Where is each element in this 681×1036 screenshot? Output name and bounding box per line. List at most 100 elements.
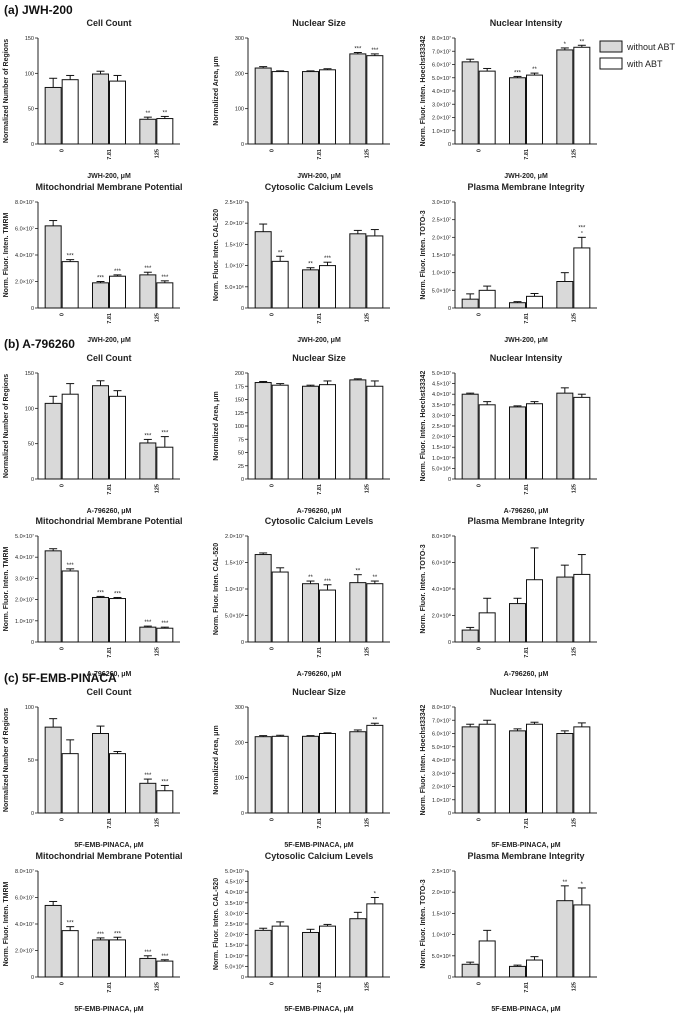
y-tick-label: 4.0×10⁷ (432, 88, 451, 95)
y-tick-label: 75 (238, 437, 244, 443)
x-tick-label: 0 (477, 313, 483, 316)
x-tick-label: 125 (154, 484, 160, 493)
significance-label: *** (324, 579, 332, 585)
bar (556, 281, 574, 309)
bar (509, 302, 526, 309)
x-tick-label: 0 (477, 982, 483, 985)
significance-label: *** (371, 48, 379, 54)
x-tick-label: 0 (477, 647, 483, 650)
y-tick-label: 1.0×10⁷ (225, 263, 244, 270)
x-axis-label: A-796260, μM (504, 508, 549, 515)
bar (526, 295, 543, 309)
x-tick-label: 125 (364, 982, 370, 991)
x-axis-label: 5F-EMB-PINACA, μM (284, 842, 353, 849)
bar (556, 392, 574, 480)
y-tick-label: 4.0×10⁷ (15, 554, 34, 561)
y-tick-label: 0 (448, 306, 451, 312)
bar (139, 274, 157, 309)
bar (319, 925, 336, 978)
bar (573, 904, 591, 978)
bar (44, 904, 62, 978)
bar (556, 900, 574, 978)
y-tick-label: 0 (448, 811, 451, 817)
chart-title: Cell Count (87, 18, 132, 28)
chart-title: Nuclear Size (292, 353, 346, 363)
bar (349, 582, 367, 643)
x-tick-label: 7.81 (524, 818, 530, 829)
bar (478, 70, 496, 145)
chart-panel: Cytosolic Calcium Levels 0 5.0×10⁶ 1.0×10⁷ 1… (213, 516, 390, 678)
y-tick-label: 5.0×10⁶ (225, 284, 244, 291)
chart-panel: Nuclear Size 0 25 50 75 100 125 150 175 200 Normal… (213, 353, 390, 515)
bar (302, 71, 319, 145)
y-tick-label: 3.5×10⁷ (432, 402, 451, 409)
chart-title: Plasma Membrane Integrity (467, 182, 584, 192)
bar (478, 404, 496, 480)
x-tick-label: 0 (60, 484, 66, 487)
x-tick-label: 7.81 (107, 484, 113, 495)
y-axis-label: Normalized Area, μm (213, 725, 220, 794)
x-tick-label: 7.81 (107, 647, 113, 658)
y-tick-label: 1.0×10⁷ (15, 618, 34, 625)
bar (349, 379, 367, 480)
x-tick-label: 125 (364, 149, 370, 158)
y-tick-label: 0 (241, 477, 244, 483)
bar (366, 724, 384, 814)
bar (302, 583, 319, 643)
y-tick-label: 2.0×10⁷ (15, 279, 34, 286)
y-tick-label: 100 (25, 406, 34, 412)
y-tick-label: 3.0×10⁷ (432, 412, 451, 419)
y-axis-label: Norm. Fluor. Inten. CAL-520 (213, 543, 220, 635)
y-tick-label: 2.0×10⁷ (432, 784, 451, 791)
bar (61, 79, 79, 145)
y-tick-label: 8.0×10⁷ (432, 35, 451, 42)
y-tick-label: 5.0×10⁷ (15, 533, 34, 540)
significance-label: *** (514, 70, 522, 76)
chart-title: Nuclear Size (292, 687, 346, 697)
bar (254, 67, 272, 145)
x-tick-label: 125 (154, 313, 160, 322)
bar (61, 930, 79, 978)
chart-panel: Plasma Membrane Integrity 0 5.0×10⁶ 1.0×10⁷… (420, 851, 597, 1013)
chart-title: Nuclear Intensity (490, 687, 563, 697)
y-tick-label: 7.0×10⁷ (432, 48, 451, 55)
bar (526, 959, 543, 978)
y-tick-label: 175 (235, 384, 244, 390)
y-tick-label: 6.0×10⁷ (15, 895, 34, 902)
chart-title: Nuclear Size (292, 18, 346, 28)
bar (139, 626, 157, 643)
chart-title: Cytosolic Calcium Levels (265, 516, 374, 526)
y-tick-label: 125 (235, 411, 244, 417)
significance-label: ** (372, 717, 377, 723)
legend: without ABT with ABT (599, 40, 676, 70)
y-axis-label: Normalized Number of Regions (3, 708, 10, 812)
chart-panel: Cell Count 0 50 100 Normalized Number of Reg… (3, 687, 180, 849)
x-tick-label: 0 (270, 484, 276, 487)
y-tick-label: 2.0×10⁷ (15, 948, 34, 955)
y-tick-label: 4.0×10⁷ (432, 757, 451, 764)
bar (319, 265, 336, 309)
bar (573, 726, 591, 814)
x-axis-label: 5F-EMB-PINACA, μM (74, 1006, 143, 1013)
chart-panel: Plasma Membrane Integrity 0 5.0×10⁶ 1.0×10⁷… (420, 182, 597, 344)
bar (478, 723, 496, 814)
x-axis-label: JWH-200, μM (297, 173, 341, 180)
y-tick-label: 2.0×10⁸ (432, 613, 451, 620)
x-tick-label: 7.81 (317, 484, 323, 495)
y-tick-label: 1.5×10⁷ (432, 910, 451, 917)
y-tick-label: 4.0×10⁷ (225, 889, 244, 896)
y-tick-label: 50 (238, 451, 244, 457)
x-axis-label: 5F-EMB-PINACA, μM (284, 1006, 353, 1013)
bar (109, 275, 126, 309)
bar (302, 385, 319, 480)
y-tick-label: 2.0×10⁷ (432, 234, 451, 241)
chart-panel: Mitochondrial Membrane Potential 0 2.0×10⁷… (3, 182, 183, 344)
bar (44, 402, 62, 480)
y-tick-label: 1.5×10⁷ (432, 444, 451, 451)
significance-label: ** (278, 250, 283, 256)
y-tick-label: 4.5×10⁷ (225, 879, 244, 886)
significance-label: *** (161, 275, 169, 281)
x-axis-label: 5F-EMB-PINACA, μM (491, 842, 560, 849)
bar (319, 384, 336, 480)
bar (92, 733, 109, 814)
